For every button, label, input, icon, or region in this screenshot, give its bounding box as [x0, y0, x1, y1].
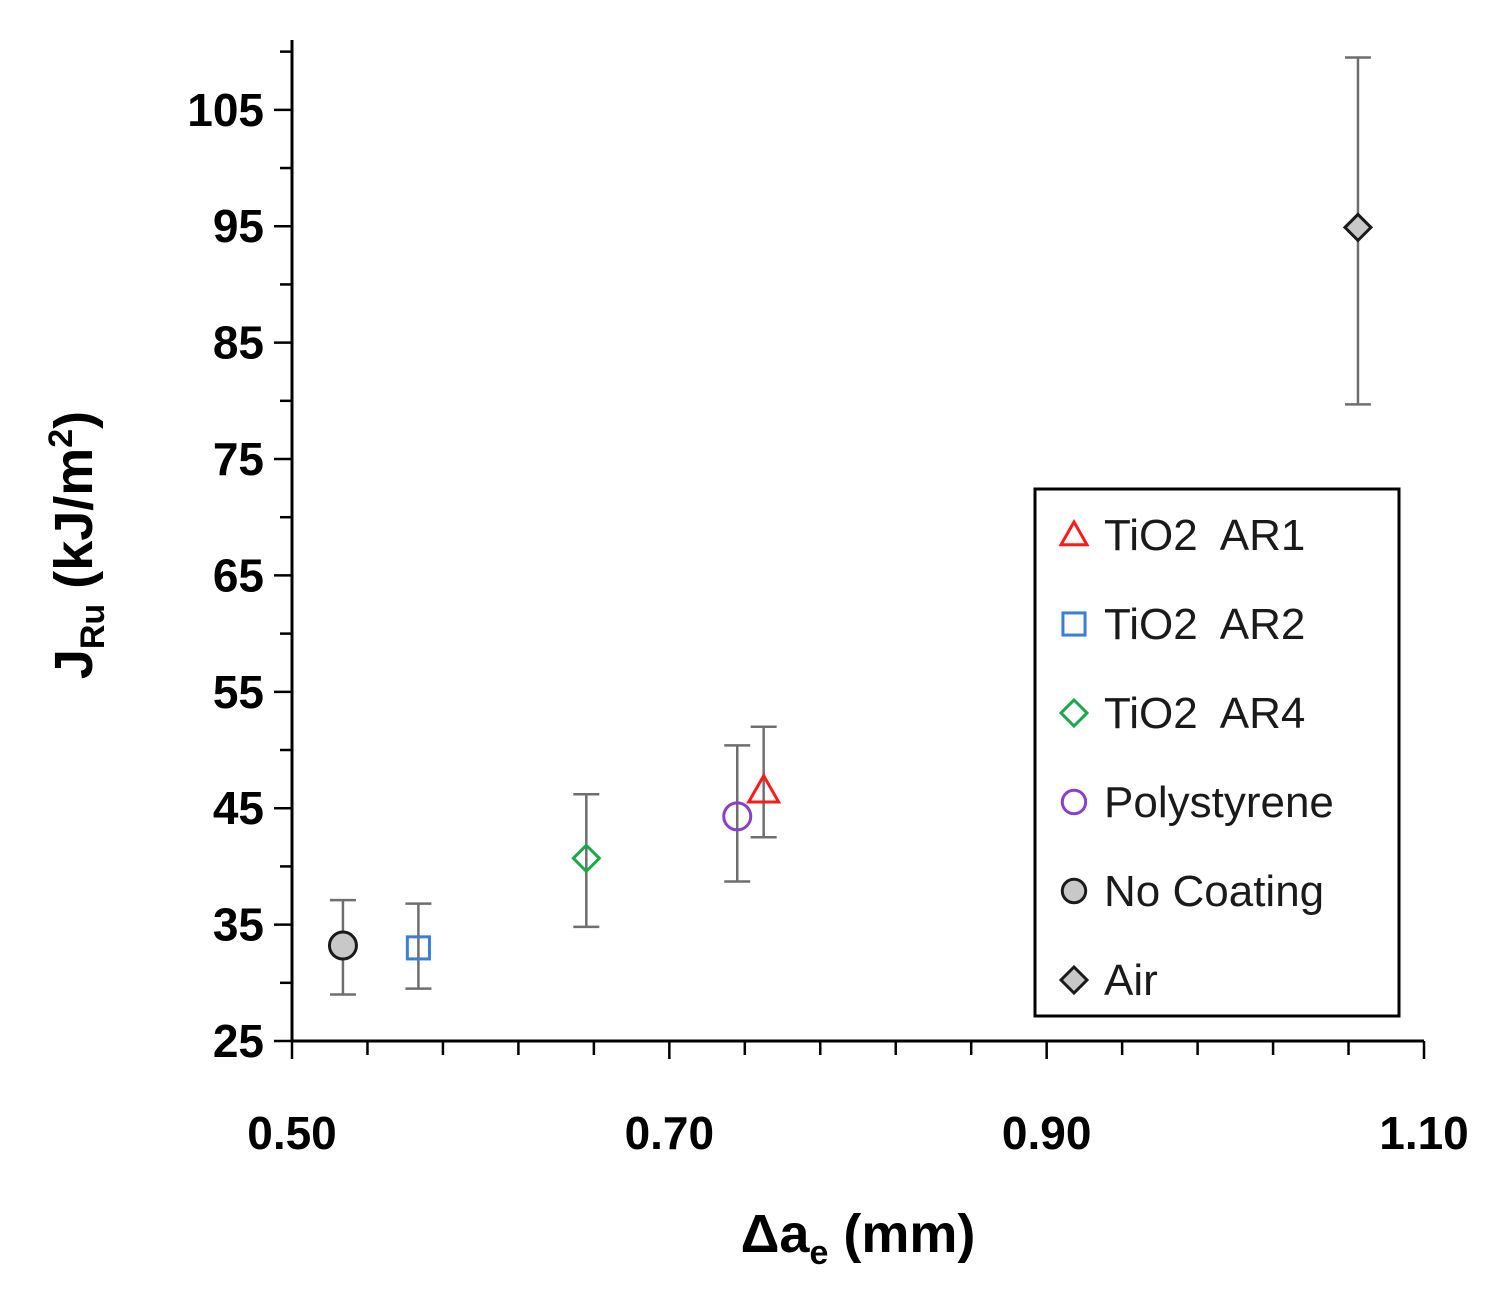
y-tick-label: 95: [213, 200, 264, 252]
legend-box: [1033, 487, 1401, 1018]
legend-marker: [1061, 611, 1087, 637]
error-bar: [573, 792, 600, 929]
y-tick-label: 75: [213, 433, 264, 485]
y-tick-label: 35: [213, 899, 264, 951]
legend-label: TiO2 AR2: [1104, 600, 1305, 649]
y-axis-title: JRu (kJ/m2): [42, 411, 112, 679]
x-tick-label: 0.90: [1002, 1107, 1092, 1159]
data-point: [327, 930, 358, 961]
legend-entry: TiO2 AR1: [1058, 511, 1305, 560]
axis-labels: Δae (mm) JRu (kJ/m2): [42, 411, 975, 1272]
data-markers: [327, 212, 1374, 961]
legend-entry: No Coating: [1060, 867, 1324, 916]
legend-entry: TiO2 AR2: [1061, 600, 1305, 649]
y-tick-label: 105: [187, 84, 264, 136]
x-tick-label: 1.10: [1379, 1107, 1469, 1159]
legend-entry: TiO2 AR4: [1058, 689, 1305, 738]
y-tick-label: 85: [213, 317, 264, 369]
y-tick-label: 25: [213, 1015, 264, 1067]
y-tick-label: 65: [213, 549, 264, 601]
data-point: [571, 843, 602, 874]
axes: 0.50 0.70 0.90 1.10 25 35 45 55 65 75 85 95 105: [187, 40, 1469, 1159]
error-bar: [750, 725, 777, 839]
legend-entry: Polystyrene: [1060, 778, 1334, 827]
x-axis-title: Δae (mm): [741, 1204, 976, 1272]
legend-marker: [1058, 964, 1090, 996]
error-bar: [405, 902, 432, 990]
legend-label: TiO2 AR4: [1104, 689, 1305, 738]
y-tick-label: 55: [213, 666, 264, 718]
legend-label: Air: [1104, 956, 1158, 1005]
data-point: [405, 935, 431, 961]
data-point: [1342, 212, 1374, 243]
legend-marker: [1060, 788, 1088, 816]
legend-marker: [1058, 518, 1090, 547]
legend-marker: [1060, 877, 1088, 905]
x-tick-label: 0.70: [625, 1107, 715, 1159]
legend-label: Polystyrene: [1104, 778, 1334, 827]
legend-marker: [1058, 697, 1090, 729]
data-point: [722, 801, 753, 832]
legend: TiO2 AR1 TiO2 AR2 TiO2 AR4 Polystyrene No Co…: [1033, 487, 1401, 1018]
x-tick-label: 0.50: [247, 1107, 337, 1159]
legend-label: TiO2 AR1: [1104, 511, 1305, 560]
legend-label: No Coating: [1104, 867, 1324, 916]
data-point: [746, 772, 782, 804]
y-tick-label: 45: [213, 782, 264, 834]
error-bar: [724, 744, 751, 883]
legend-entry: Air: [1058, 956, 1158, 1005]
